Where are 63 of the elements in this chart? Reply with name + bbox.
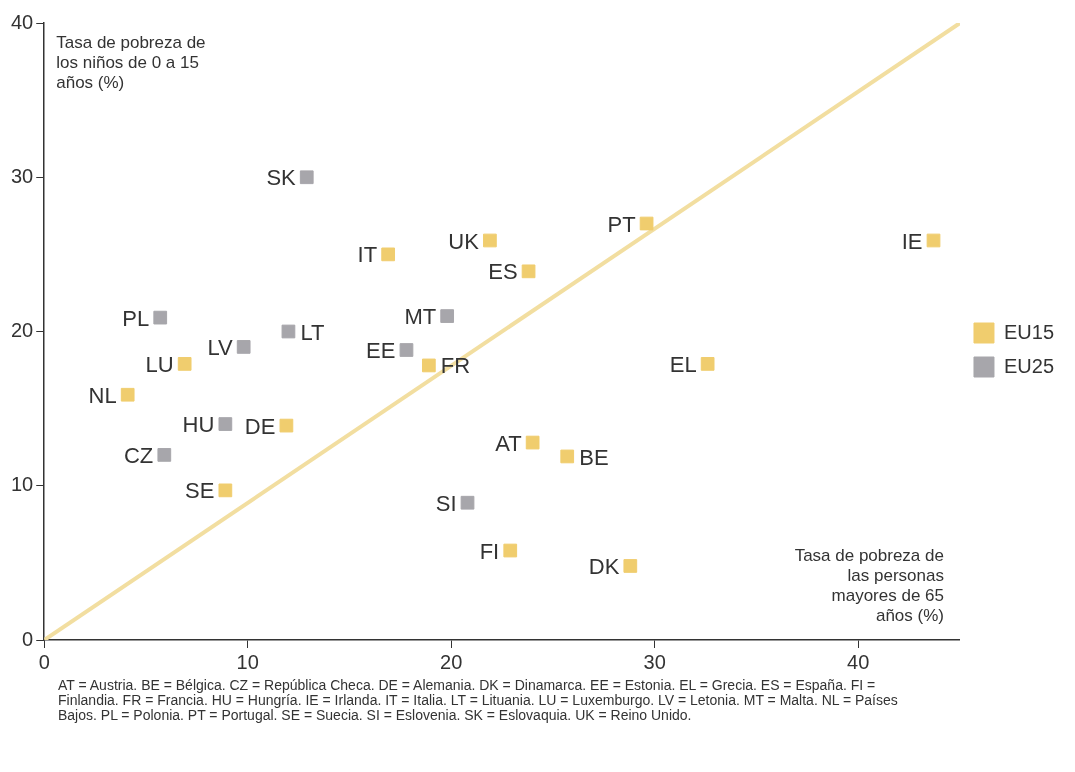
annotation: SE <box>185 478 215 504</box>
point <box>926 233 941 248</box>
annotation: PT <box>607 211 636 237</box>
point <box>399 343 414 357</box>
y-tick-label: 20 <box>11 319 34 342</box>
point <box>381 247 396 262</box>
y-tick-label: 0 <box>22 627 34 650</box>
point <box>639 216 654 231</box>
point <box>560 449 575 464</box>
point <box>483 233 497 248</box>
annotation: AT <box>495 430 522 456</box>
y-tick-label: 30 <box>11 164 34 187</box>
annotation: IE <box>901 228 923 254</box>
legend-label: EU25 <box>1003 354 1054 377</box>
point <box>460 495 475 510</box>
annotation: SK <box>266 165 297 191</box>
point <box>503 543 518 558</box>
annotation: LV <box>207 334 233 360</box>
point <box>218 417 233 431</box>
annotation: DE <box>244 413 276 439</box>
annotation: IT <box>357 242 378 268</box>
point <box>120 387 135 402</box>
point <box>623 559 638 573</box>
annotation: EL <box>669 351 697 377</box>
legend-label: EU15 <box>1003 320 1054 343</box>
point <box>281 324 296 339</box>
point <box>525 435 540 450</box>
annotation: UK <box>448 228 480 254</box>
point <box>521 264 536 279</box>
point <box>299 170 314 185</box>
text: AT = Austria. BE = Bélgica. CZ = República Checa. DE = Alemania. DK = Dinamarca. EE = Estonia. EL = Grecia. ES = España. FI = Finlandia. FR = Francia. HU = Hungría. IE = Irlanda. IT = Italia. LT = Lituania. LU = Luxemburgo. LV = Letonia. MT = Malta. NL = Países Bajos. PL = Polonia. PT = Portugal. SE = Suecia. SI = Eslovenia. SK = Eslovaquia. UK = Reino Unido. <box>58 677 898 723</box>
annotation: BE <box>579 444 609 470</box>
point <box>157 448 172 462</box>
point <box>700 357 715 371</box>
annotation: DK <box>588 554 620 580</box>
annotation: NL <box>88 382 117 408</box>
annotation: FR <box>440 353 471 379</box>
y-axis-title: Tasa de pobreza de los niños de 0 a 15 años (%) <box>56 33 206 93</box>
annotation: LT <box>300 319 325 345</box>
x-tick-label: 20 <box>440 650 463 673</box>
x-tick-label: 30 <box>643 650 666 673</box>
annotation: SI <box>435 490 457 516</box>
point <box>153 310 168 325</box>
point <box>440 309 455 323</box>
point <box>177 357 192 371</box>
annotation: LU <box>145 351 174 377</box>
x-tick-label: 40 <box>847 650 870 673</box>
annotation: ES <box>488 259 518 285</box>
annotation: CZ <box>123 442 154 468</box>
annotation: PL <box>122 305 150 331</box>
x-tick-label: 10 <box>236 650 259 673</box>
point <box>218 483 233 498</box>
x-tick-label: 0 <box>38 650 50 673</box>
point <box>279 418 294 433</box>
point <box>236 340 251 354</box>
annotation: FI <box>479 538 500 564</box>
annotation: MT <box>404 304 437 330</box>
point <box>421 358 436 373</box>
annotation: HU <box>182 412 215 438</box>
annotation: EE <box>366 338 396 364</box>
y-tick-label: 10 <box>11 473 34 496</box>
x-axis-title: Tasa de pobreza de las personas mayores de 65 años (%) <box>794 546 944 626</box>
y-tick-label: 40 <box>11 10 34 33</box>
